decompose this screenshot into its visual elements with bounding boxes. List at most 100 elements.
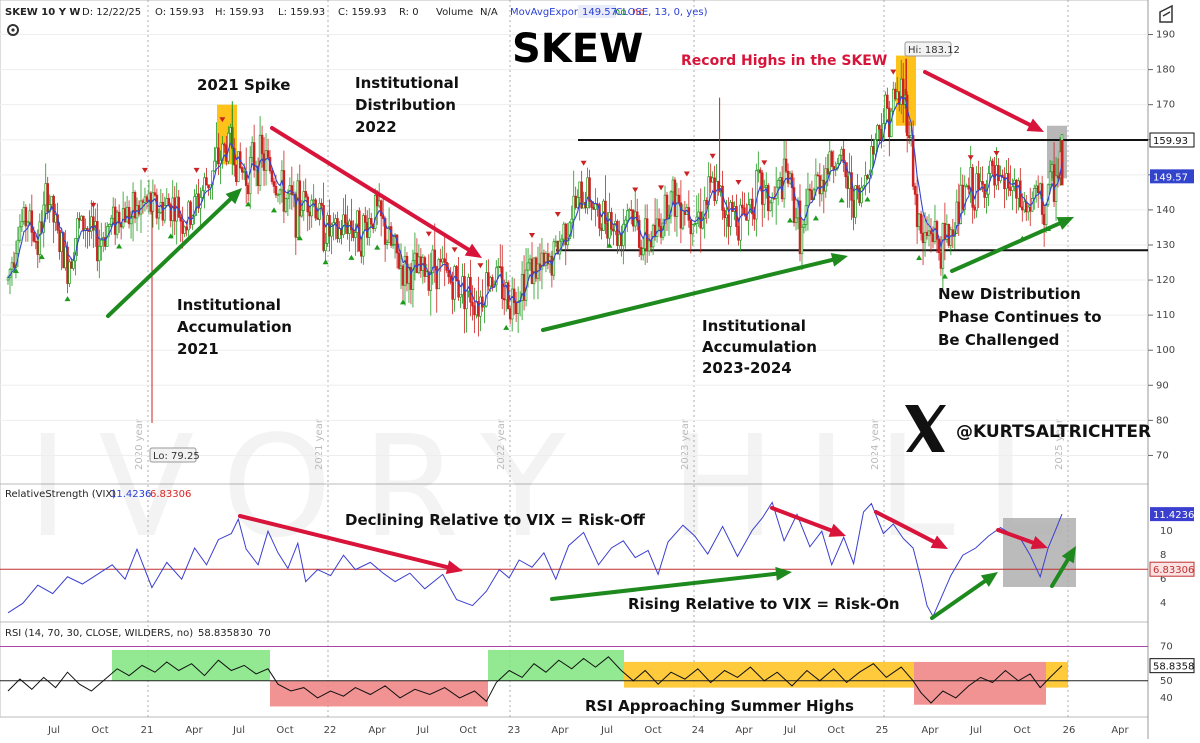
candle-body (770, 197, 774, 204)
candle-body (272, 181, 276, 187)
candle-body (810, 190, 814, 201)
candle-body (16, 239, 20, 254)
candle-body (856, 185, 859, 189)
candle-body (485, 272, 488, 307)
buy-signal-icon (941, 273, 948, 279)
candle-body (572, 195, 575, 220)
x-tick-label: Jul (600, 725, 613, 736)
high-readout: H: 159.93 (215, 7, 264, 18)
candle-body (675, 194, 679, 217)
candle-body (487, 272, 490, 287)
candle-body (892, 88, 895, 112)
candle-body (830, 151, 833, 167)
volume-label: Volume (436, 7, 473, 18)
sell-signal-icon (141, 167, 148, 173)
candle-body (693, 223, 697, 226)
rs-header-label: RelativeStrength (VIX) (5, 489, 116, 500)
candle-body (534, 257, 538, 279)
annotation-layer: SKEW Record Highs in the SKEW 2021 Spike In… (177, 26, 1151, 715)
candle-body (840, 148, 843, 156)
candle-body (814, 174, 818, 191)
candle-body (1042, 214, 1046, 225)
sell-signal-icon (219, 117, 226, 123)
candle-body (705, 200, 708, 206)
candle-body (193, 196, 196, 217)
red-arrow-2025 (923, 70, 1032, 127)
candle-body (177, 196, 180, 218)
candle-body (80, 215, 83, 221)
sell-signal-icon (554, 212, 561, 218)
candle-body (389, 226, 393, 246)
candle-body (471, 301, 474, 307)
candle-body (1011, 186, 1014, 191)
candle-body (965, 185, 968, 188)
candle-body (1056, 175, 1060, 179)
candle-body (286, 193, 290, 200)
candle-body (274, 186, 278, 196)
candle-body (96, 221, 99, 262)
rising-rs-label: Rising Relative to VIX = Risk-On (628, 595, 900, 613)
green-arrow-rs-2 (1050, 557, 1070, 588)
candle-body (70, 261, 73, 269)
candle-body (346, 222, 349, 234)
candle-body (1005, 173, 1008, 190)
candle-body (457, 280, 460, 298)
candle-body (6, 277, 10, 281)
candle-body (298, 180, 302, 217)
candle-body (913, 185, 917, 195)
rs-ref-badge (1149, 561, 1195, 577)
candle-body (229, 127, 232, 134)
candle-body (36, 241, 40, 255)
sell-signal-icon (193, 167, 200, 173)
chart-title: SKEW (512, 26, 643, 72)
candle-body (491, 277, 494, 288)
buy-signal-icon (64, 296, 71, 302)
candle-body (300, 209, 304, 217)
candle-body (1050, 164, 1054, 173)
menu-icon[interactable] (1159, 4, 1173, 23)
x-tick-label: 24 (692, 725, 705, 736)
hi-label: Hi: 183.12 (908, 45, 960, 56)
candle-body (909, 135, 913, 139)
green-arrow-rs-1 (930, 579, 987, 620)
candle-body (419, 256, 423, 271)
candle-body (901, 78, 905, 105)
candle-body (161, 201, 165, 221)
candle-body (72, 260, 75, 269)
buy-signal-icon (12, 268, 19, 274)
declining-rs-label: Declining Relative to VIX = Risk-Off (345, 511, 646, 529)
candle-body (741, 204, 744, 209)
year-label: 2025 year (1054, 418, 1065, 470)
candle-body (385, 242, 389, 245)
arrows-layer (106, 70, 1076, 620)
candle-body (514, 302, 518, 314)
candle-body (866, 175, 869, 179)
candle-body (344, 214, 347, 224)
candle-body (858, 187, 861, 204)
candle-body (739, 204, 742, 241)
ema-badge-label: 149.57 (1153, 172, 1188, 183)
sell-signal-icon (451, 247, 458, 253)
year-label: 2021 year (314, 418, 325, 470)
red-arrow-rs-1 (770, 506, 834, 533)
candle-body (528, 258, 532, 264)
candle-body (68, 261, 71, 284)
candle-body (187, 201, 190, 231)
candle-body (125, 206, 129, 223)
candle-body (874, 139, 877, 155)
candle-body (737, 226, 740, 241)
buy-signal-icon (916, 255, 923, 261)
x-tick-label: Apr (921, 725, 939, 736)
candle-body (98, 245, 101, 262)
candle-body (223, 143, 226, 146)
candle-body (502, 298, 506, 301)
candle-body (846, 176, 849, 189)
candle-body (354, 232, 357, 238)
candle-body (100, 239, 103, 247)
candle-body (532, 257, 536, 285)
accumulation-2023-2024-label: Accumulation (702, 338, 817, 356)
gear-icon[interactable] (7, 24, 19, 36)
red-arrow-2025-head (1026, 118, 1044, 132)
candle-body (510, 288, 514, 320)
